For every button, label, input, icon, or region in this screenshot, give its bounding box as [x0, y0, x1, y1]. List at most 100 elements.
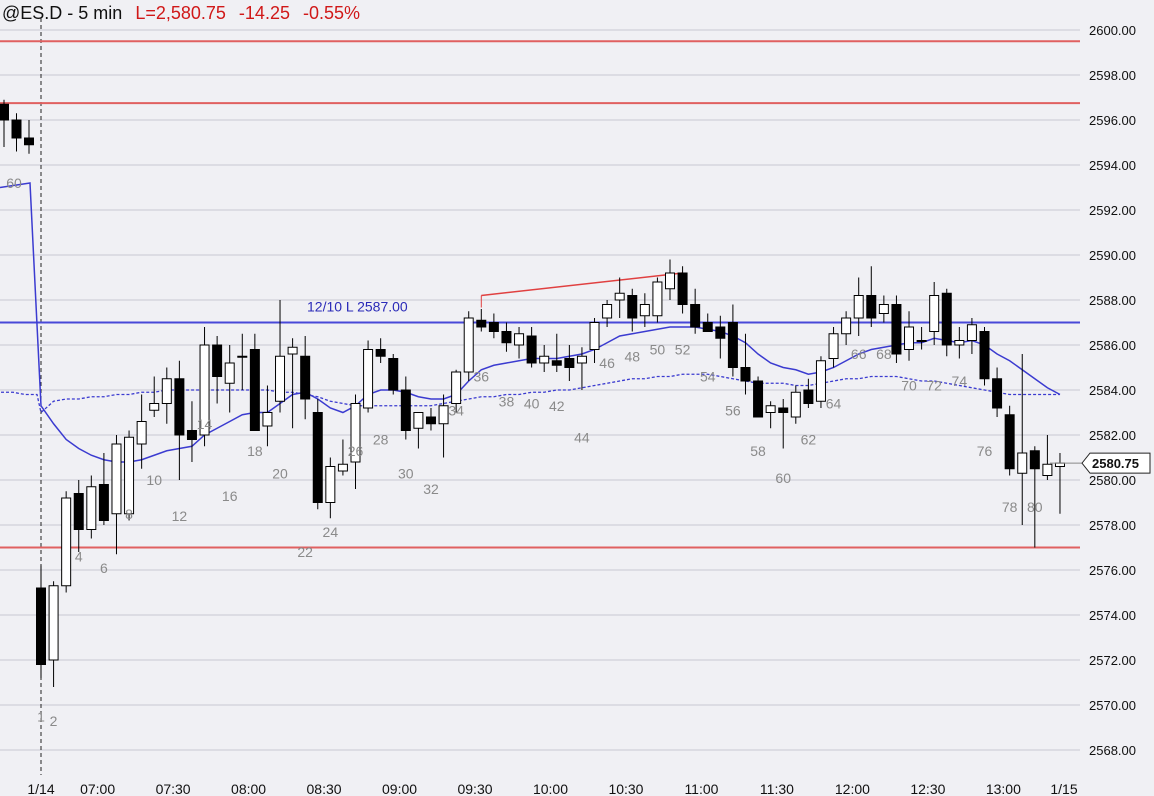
bar-number-label: 26: [348, 443, 364, 459]
y-tick-label: 2578.00: [1089, 518, 1136, 533]
y-tick-label: 2582.00: [1089, 428, 1136, 443]
bull-candle: [790, 391, 801, 418]
last-price-label: L=2,580.75: [135, 3, 226, 23]
bear-candle: [488, 322, 499, 332]
bar-number-label: 32: [423, 481, 439, 497]
bear-candle: [702, 322, 713, 332]
price-levels: 12/10 L 2587.00: [0, 40, 1080, 549]
bar-number-label: 58: [750, 443, 766, 459]
bear-candle: [11, 119, 22, 139]
bar-number-label: 40: [524, 396, 540, 412]
bull-candle: [665, 272, 675, 290]
x-tick-label: 11:00: [684, 781, 718, 796]
bull-candle: [828, 333, 839, 359]
bar-number-label: 10: [146, 472, 162, 488]
bear-candle: [24, 137, 34, 146]
bear-candle: [425, 416, 436, 425]
ema-line: [0, 182, 1061, 463]
bar-number-label: 62: [801, 432, 817, 448]
x-tick-label: 1/15: [1050, 781, 1077, 796]
x-tick-label: 12:00: [835, 781, 870, 796]
bear-candle: [388, 358, 399, 391]
x-tick-label: 1/14: [27, 781, 54, 796]
bear-candle: [690, 304, 701, 328]
bull-candle: [413, 412, 424, 429]
bar-number-label: 34: [448, 402, 464, 418]
bear-candle: [312, 412, 323, 503]
y-tick-label: 2594.00: [1089, 158, 1136, 173]
bull-candle: [161, 378, 172, 404]
bull-candle: [463, 317, 474, 373]
y-tick-label: 2598.00: [1089, 68, 1136, 83]
bull-candle: [602, 304, 613, 319]
bear-candle: [715, 326, 726, 339]
bear-candle: [753, 380, 764, 418]
x-tick-label: 08:00: [231, 781, 266, 796]
bear-candle: [98, 484, 109, 521]
bear-candle: [740, 367, 751, 382]
x-tick-label: 07:30: [156, 781, 191, 796]
bear-candle: [677, 272, 688, 305]
x-tick-label: 13:00: [986, 781, 1021, 796]
bar-number-label: 66: [851, 346, 867, 362]
bear-candle: [212, 344, 223, 377]
bull-candle: [124, 436, 135, 515]
bear-candle: [979, 331, 990, 380]
bar-number-label: 44: [574, 429, 590, 445]
bear-candle: [803, 389, 814, 404]
x-tick-label: 12:30: [910, 781, 945, 796]
x-tick-label: 09:00: [382, 781, 417, 796]
y-tick-label: 2584.00: [1089, 383, 1136, 398]
bear-candle: [526, 335, 537, 364]
bull-candle: [954, 340, 965, 346]
bull-candle: [514, 333, 525, 346]
y-tick-label: 2590.00: [1089, 248, 1136, 263]
bull-candle: [136, 421, 147, 445]
symbol-label: @ES.D - 5 min: [2, 3, 123, 23]
bar-number-label: 46: [599, 355, 615, 371]
bar-number-label: 36: [474, 369, 490, 385]
bar-number-label: 22: [297, 544, 313, 560]
y-tick-label: 2592.00: [1089, 203, 1136, 218]
bar-number-label: 50: [650, 342, 666, 358]
bar-number-label: 60: [6, 175, 22, 191]
bar-number-label: 70: [901, 378, 917, 394]
bull-candle: [86, 486, 97, 530]
y-tick-label: 2568.00: [1089, 743, 1136, 758]
percent-change-label: -0.55%: [302, 3, 361, 23]
last-price-badge: [1081, 452, 1151, 474]
bull-candle: [614, 292, 625, 301]
bull-candle: [224, 362, 235, 384]
bar-number-label: 18: [247, 443, 263, 459]
bear-candle: [400, 389, 411, 431]
x-tick-label: 09:30: [457, 781, 492, 796]
bull-candle: [61, 497, 72, 587]
bar-number-label: 68: [876, 346, 892, 362]
bear-candle: [551, 360, 562, 366]
bull-candle: [841, 317, 852, 335]
bear-candle: [992, 378, 1003, 409]
bar-number-label: 4: [75, 549, 83, 565]
bull-candle: [287, 346, 298, 355]
bull-candle: [639, 304, 650, 317]
bull-candle: [916, 340, 927, 342]
bull-candle: [589, 322, 600, 350]
bar-number-label: 56: [725, 402, 741, 418]
bear-candle: [0, 103, 9, 121]
bar-number-label: 12: [172, 508, 188, 524]
bull-candle: [275, 355, 286, 402]
y-tick-label: 2572.00: [1089, 653, 1136, 668]
y-tick-label: 2574.00: [1089, 608, 1136, 623]
bar-number-label: 64: [826, 396, 842, 412]
bear-candle: [249, 349, 260, 431]
bar-number-label: 14: [197, 416, 213, 432]
bar-number-label: 72: [926, 378, 942, 394]
bar-number-label: 76: [977, 443, 993, 459]
bull-candle: [262, 412, 273, 427]
bar-number-label: 60: [775, 470, 791, 486]
bull-candle: [199, 344, 210, 436]
bear-candle: [73, 493, 84, 530]
bull-candle: [929, 295, 940, 332]
